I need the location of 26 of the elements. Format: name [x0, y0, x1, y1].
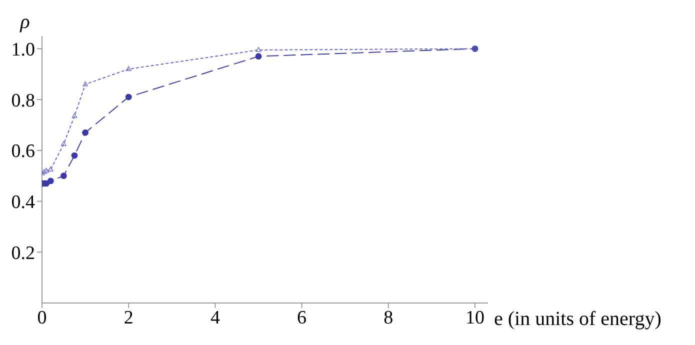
- x-tick-label: 2: [124, 307, 134, 328]
- y-tick-label: 0.4: [11, 192, 36, 214]
- y-axis-title: ρ: [19, 11, 30, 33]
- x-axis-title: e (in units of energy): [494, 308, 662, 330]
- x-tick-label: 10: [466, 307, 485, 328]
- point: [125, 94, 132, 100]
- y-tick-label: 0.8: [11, 90, 35, 112]
- x-tick-label: 6: [297, 307, 307, 328]
- point: [47, 178, 54, 184]
- y-tick-label: 1.0: [11, 39, 35, 60]
- y-tick-label: 0.2: [11, 242, 35, 264]
- point: [256, 47, 262, 52]
- point: [44, 168, 49, 173]
- point: [71, 152, 78, 159]
- point: [82, 81, 88, 86]
- point: [255, 53, 262, 60]
- x-tick-label: 0: [37, 307, 47, 328]
- point: [48, 166, 54, 172]
- point: [61, 141, 66, 146]
- x-tick-label: 4: [210, 307, 220, 328]
- point: [60, 172, 67, 180]
- point: [82, 129, 88, 136]
- y-tick-label: 0.6: [11, 141, 35, 162]
- x-tick-label: 8: [384, 307, 394, 328]
- point: [126, 66, 132, 72]
- point: [72, 113, 78, 118]
